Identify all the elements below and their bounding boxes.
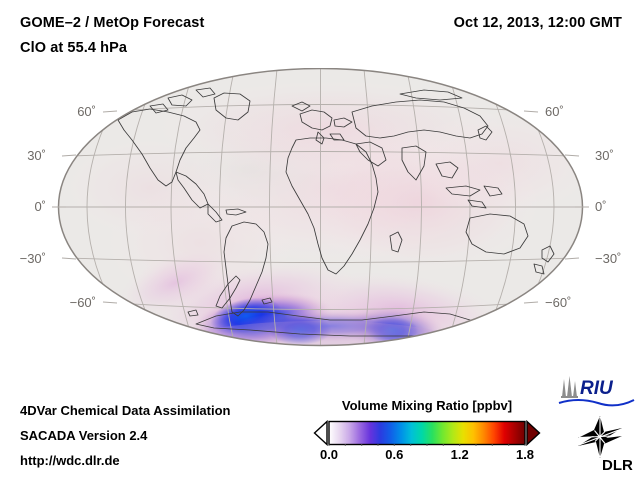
- colorbar-tick-label: 0.0: [319, 447, 339, 462]
- colorbar-tick-label: 0.6: [385, 447, 404, 462]
- colorbar-scale: [313, 419, 541, 451]
- forecast-timestamp: Oct 12, 2013, 12:00 GMT: [453, 15, 622, 31]
- colorbar-extend-max-arrow: [526, 419, 541, 447]
- lat-label-right-30s: −30˚: [595, 251, 621, 266]
- footer-version-label: SACADA Version 2.4: [20, 428, 148, 443]
- colorbar-gradient-bar: [328, 420, 526, 446]
- footer-url-link[interactable]: http://wdc.dlr.de: [20, 453, 120, 468]
- riu-logo-label: RIU: [580, 378, 614, 399]
- page-title-line1: GOME–2 / MetOp Forecast: [20, 15, 205, 31]
- footer-method-label: 4DVar Chemical Data Assimilation: [20, 403, 231, 418]
- data-field-layer: [59, 68, 583, 346]
- colorbar: Volume Mixing Ratio [ppbv] 0.0 0.6 1.2 1.8: [313, 398, 541, 474]
- coastlines: [117, 87, 555, 337]
- mollweide-map: 60˚ 30˚ 0˚ −30˚ −60˚ 60˚ 30˚ 0˚ −30˚ −60…: [20, 68, 622, 347]
- lat-label-left-30s: −30˚: [20, 251, 46, 266]
- lat-label-left-30n: 30˚: [27, 148, 46, 163]
- riu-spires-icon: [562, 376, 577, 397]
- lat-label-left-60n: 60˚: [77, 104, 96, 119]
- colorbar-title: Volume Mixing Ratio [ppbv]: [341, 398, 513, 413]
- dlr-mark-icon: [578, 416, 623, 458]
- lat-label-left-60s: −60˚: [70, 295, 96, 310]
- lat-label-right-0: 0˚: [595, 199, 607, 214]
- latitude-ticks: [52, 110, 589, 304]
- page-title-line2: ClO at 55.4 hPa: [20, 40, 128, 56]
- latitude-labels: 60˚ 30˚ 0˚ −30˚ −60˚ 60˚ 30˚ 0˚ −30˚ −60…: [20, 104, 622, 310]
- lat-label-left-0: 0˚: [34, 199, 46, 214]
- dlr-logo: DLR: [566, 414, 636, 474]
- colorbar-tick-label: 1.2: [450, 447, 469, 462]
- dlr-logo-label: DLR: [602, 457, 633, 474]
- colorbar-tick-labels: 0.0 0.6 1.2 1.8: [313, 447, 541, 467]
- global-map-panel: 60˚ 30˚ 0˚ −30˚ −60˚ 60˚ 30˚ 0˚ −30˚ −60…: [0, 68, 640, 380]
- colorbar-extend-min-arrow: [313, 419, 328, 447]
- lat-label-right-60s: −60˚: [545, 295, 571, 310]
- lat-label-right-60n: 60˚: [545, 104, 564, 119]
- riu-wave-icon: [558, 399, 635, 407]
- riu-logo: RIU: [556, 375, 636, 407]
- colorbar-tick-label: 1.8: [515, 447, 535, 462]
- lat-label-right-30n: 30˚: [595, 148, 614, 163]
